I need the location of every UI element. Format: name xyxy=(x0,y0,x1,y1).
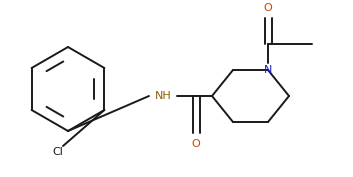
Text: N: N xyxy=(264,65,272,75)
Text: O: O xyxy=(264,3,273,13)
Text: NH: NH xyxy=(155,91,171,101)
Text: O: O xyxy=(192,139,201,149)
Text: Cl: Cl xyxy=(53,147,64,157)
